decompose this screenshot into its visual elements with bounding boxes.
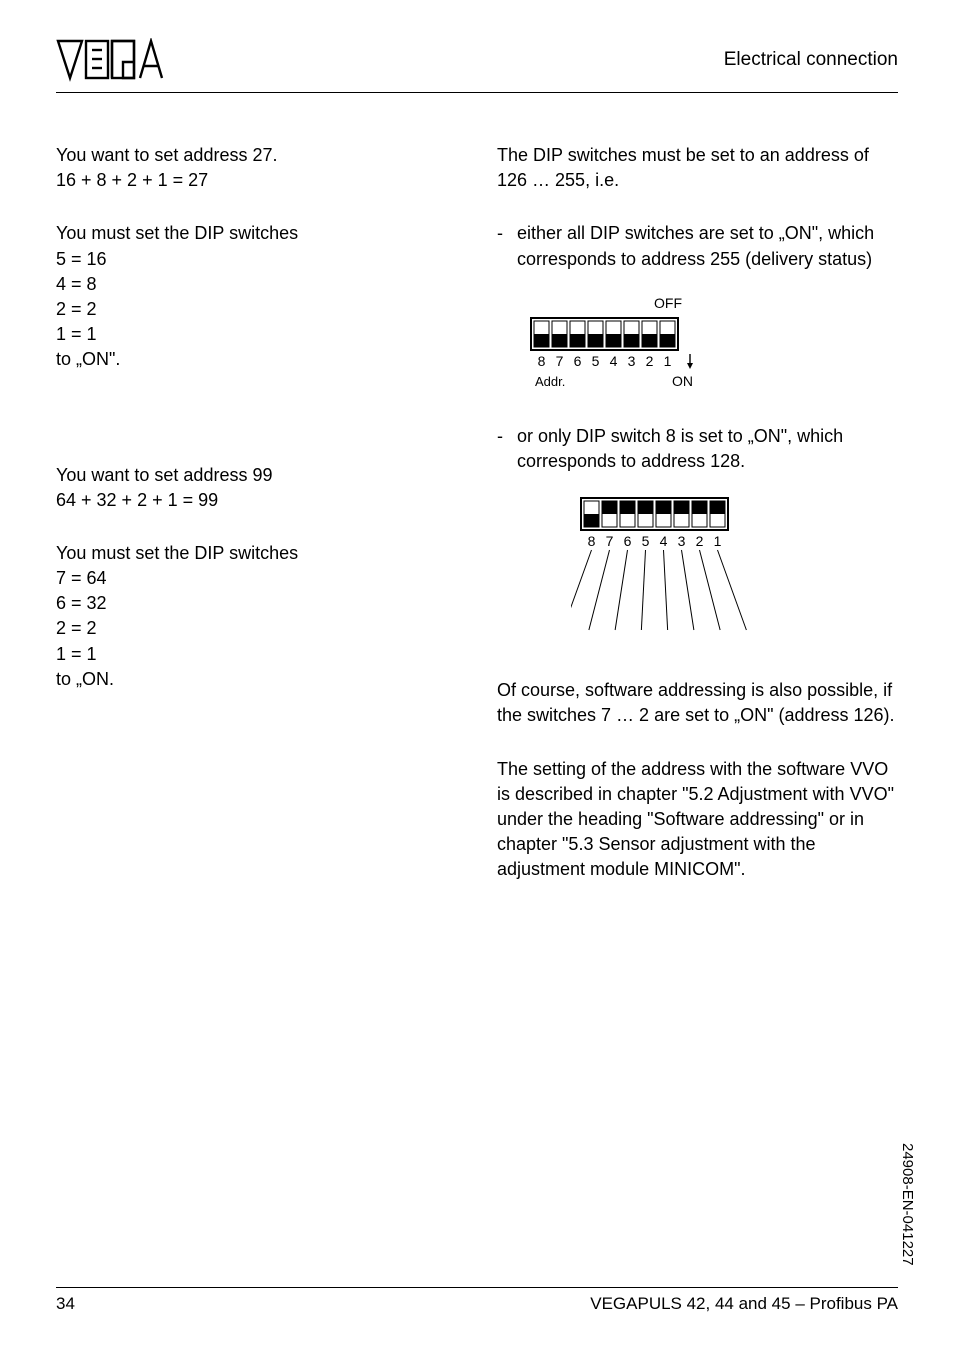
svg-text:3: 3 — [678, 533, 686, 549]
bullet-marker: - — [497, 221, 517, 271]
svg-text:8: 8 — [588, 533, 596, 549]
svg-text:4: 4 — [660, 533, 668, 549]
text: either all DIP switches are set to „ON",… — [517, 221, 898, 271]
paragraph: The setting of the address with the soft… — [497, 757, 898, 883]
svg-text:6: 6 — [574, 353, 582, 369]
svg-text:2: 2 — [646, 353, 654, 369]
bullet-item: - or only DIP switch 8 is set to „ON", w… — [497, 424, 898, 474]
text: You must set the DIP switches — [56, 541, 457, 566]
svg-text:5: 5 — [592, 353, 600, 369]
text: to „ON. — [56, 667, 457, 692]
svg-text:3: 3 — [628, 353, 636, 369]
example-99-intro: You want to set address 99 64 + 32 + 2 +… — [56, 463, 457, 513]
text: The DIP switches must be set to an addre… — [497, 143, 898, 193]
paragraph: Of course, software addressing is also p… — [497, 678, 898, 728]
bullet-item: - either all DIP switches are set to „ON… — [497, 221, 898, 271]
text: 7 = 64 — [56, 566, 457, 591]
content-columns: You want to set address 27. 16 + 8 + 2 +… — [56, 143, 898, 910]
page-number: 34 — [56, 1294, 75, 1314]
page-header: Electrical connection — [56, 38, 898, 82]
right-column: The DIP switches must be set to an addre… — [497, 143, 898, 910]
page-footer: 34 VEGAPULS 42, 44 and 45 – Profibus PA — [56, 1287, 898, 1314]
text: You want to set address 99 — [56, 463, 457, 488]
footer-row: 34 VEGAPULS 42, 44 and 45 – Profibus PA — [56, 1294, 898, 1314]
text: 5 = 16 — [56, 247, 457, 272]
text: 4 = 8 — [56, 272, 457, 297]
text: 16 + 8 + 2 + 1 = 27 — [56, 168, 457, 193]
text: or only DIP switch 8 is set to „ON", whi… — [517, 424, 898, 474]
dip-switch-figure-all-on: OFF 87654321 Addr. ON — [521, 292, 898, 402]
header-rule — [56, 92, 898, 93]
svg-text:ON: ON — [672, 373, 693, 389]
text: You must set the DIP switches — [56, 221, 457, 246]
text: 6 = 32 — [56, 591, 457, 616]
bullet-marker: - — [497, 424, 517, 474]
left-column: You want to set address 27. 16 + 8 + 2 +… — [56, 143, 457, 910]
text: You want to set address 27. — [56, 143, 457, 168]
svg-text:1: 1 — [714, 533, 722, 549]
example-27-intro: You want to set address 27. 16 + 8 + 2 +… — [56, 143, 457, 193]
svg-text:OFF: OFF — [654, 295, 682, 311]
svg-text:2: 2 — [696, 533, 704, 549]
text: 2 = 2 — [56, 297, 457, 322]
footer-rule — [56, 1287, 898, 1288]
vega-logo — [56, 38, 166, 82]
text: The setting of the address with the soft… — [497, 757, 898, 883]
svg-text:6: 6 — [624, 533, 632, 549]
dip-switch-figure-128: 87654321 — [571, 494, 898, 644]
text: 1 = 1 — [56, 642, 457, 667]
svg-text:4: 4 — [610, 353, 618, 369]
svg-text:Addr.: Addr. — [535, 374, 565, 389]
text: 2 = 2 — [56, 616, 457, 641]
section-title: Electrical connection — [724, 49, 898, 71]
svg-text:7: 7 — [606, 533, 614, 549]
text: 1 = 1 — [56, 322, 457, 347]
text: to „ON". — [56, 347, 457, 372]
text: 64 + 32 + 2 + 1 = 99 — [56, 488, 457, 513]
document-title: VEGAPULS 42, 44 and 45 – Profibus PA — [590, 1294, 898, 1314]
example-99-switches: You must set the DIP switches 7 = 64 6 =… — [56, 541, 457, 692]
example-27-switches: You must set the DIP switches 5 = 16 4 =… — [56, 221, 457, 372]
intro-paragraph: The DIP switches must be set to an addre… — [497, 143, 898, 193]
svg-text:5: 5 — [642, 533, 650, 549]
text: Of course, software addressing is also p… — [497, 678, 898, 728]
svg-text:8: 8 — [538, 353, 546, 369]
document-id: 24908-EN-041227 — [899, 1143, 916, 1266]
page: Electrical connection You want to set ad… — [0, 0, 954, 1352]
svg-text:7: 7 — [556, 353, 564, 369]
svg-text:1: 1 — [664, 353, 672, 369]
